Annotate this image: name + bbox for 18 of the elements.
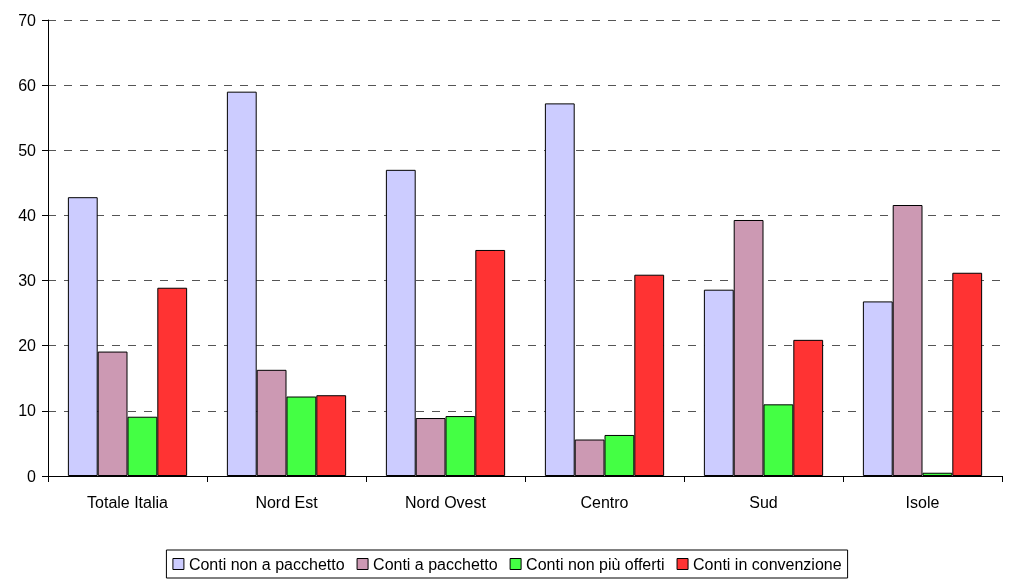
legend-label: Conti a pacchetto xyxy=(373,555,498,573)
x-tick-label: Sud xyxy=(749,493,778,511)
x-tick-label: Nord Ovest xyxy=(405,493,487,511)
legend-label: Conti in convenzione xyxy=(693,555,842,573)
y-tick-label: 50 xyxy=(18,141,37,159)
x-tick-label: Totale Italia xyxy=(87,493,169,511)
y-tick-label: 10 xyxy=(18,402,37,420)
y-tick-label: 40 xyxy=(18,206,37,224)
y-tick-label: 70 xyxy=(18,11,37,29)
legend-label: Conti non più offerti xyxy=(526,555,665,573)
y-tick-label: 60 xyxy=(18,76,37,94)
y-tick-label: 0 xyxy=(27,467,37,485)
legend-label: Conti non a pacchetto xyxy=(188,555,345,573)
x-tick-label: Centro xyxy=(580,493,629,511)
x-tick-label: Nord Est xyxy=(255,493,319,511)
y-tick-label: 30 xyxy=(18,272,37,290)
x-tick-label: Isole xyxy=(905,493,940,511)
y-tick-label: 20 xyxy=(18,337,37,355)
